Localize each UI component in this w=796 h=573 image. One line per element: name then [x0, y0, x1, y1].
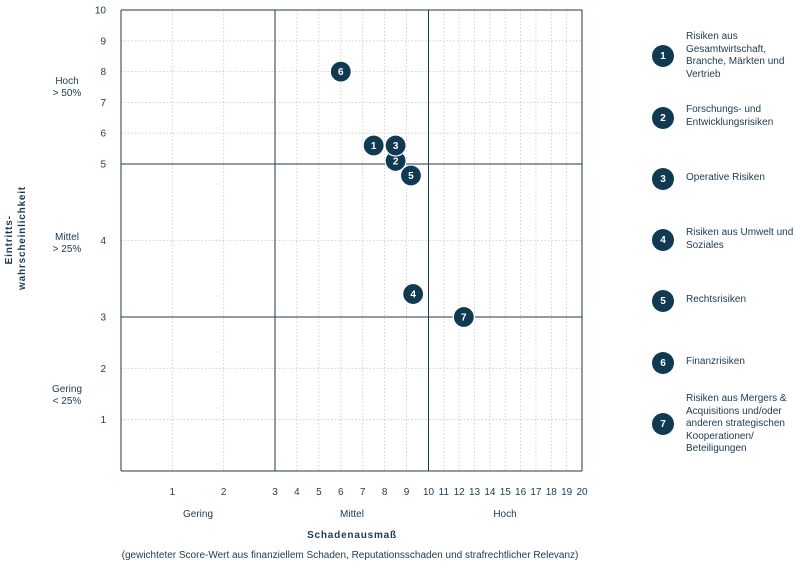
- x-tick-label: 10: [423, 487, 435, 498]
- x-tick-label: 1: [170, 487, 176, 498]
- x-tick-label: 16: [515, 487, 527, 498]
- y-tick-label: 2: [100, 364, 106, 375]
- x-tick-label: 13: [469, 487, 481, 498]
- data-point-label: 1: [371, 141, 377, 152]
- x-axis-title: Schadenausmaß: [307, 530, 397, 541]
- x-tick-label: 9: [404, 487, 410, 498]
- legend-item: 7 Risiken aus Mergers & Acquisitions und…: [652, 393, 794, 456]
- y-band-label-line-1: Mittel: [55, 232, 79, 243]
- legend-item: 1 Risiken aus Gesamtwirtschaft, Branche,…: [652, 31, 794, 81]
- legend-marker: 4: [652, 229, 674, 251]
- legend-marker: 2: [652, 107, 674, 129]
- y-tick-label: 7: [100, 98, 106, 109]
- x-band-label: Mittel: [340, 509, 364, 520]
- y-tick-label: 5: [100, 160, 106, 171]
- risk-matrix-chart: 1 2 3 4 5 6 7 8 9 10 11 12 13 14 15 16 17 18 19 20 12345678…: [4, 6, 588, 562]
- data-point-marker: [329, 60, 352, 83]
- legend-marker: 3: [652, 168, 674, 190]
- y-tick-label: 10: [95, 6, 107, 17]
- y-axis-title-line-2: wahrscheinlichkeit: [17, 186, 28, 291]
- x-tick-label: 15: [500, 487, 512, 498]
- x-tick-label: 11: [439, 487, 450, 498]
- y-tick-label: 9: [100, 36, 106, 47]
- data-point-label: 4: [410, 290, 416, 301]
- x-tick-label: 3: [272, 487, 278, 498]
- x-tick-label: 19: [561, 487, 573, 498]
- data-points: 1 2 3 4 5 6 7: [329, 60, 475, 329]
- y-tick-labels: 1 2 3 4 5 6 7 8 9 10: [95, 6, 107, 427]
- data-point-label: 3: [393, 141, 399, 152]
- x-tick-labels: 1 2 3 4 5 6 7 8 9 10 11 12 13 14 15 16 17 18 19 20: [170, 487, 588, 498]
- y-band-label-line-2: < 25%: [53, 396, 82, 407]
- y-tick-label: 3: [100, 313, 106, 324]
- x-tick-label: 12: [454, 487, 466, 498]
- data-point-marker: [399, 164, 423, 187]
- legend-marker: 7: [652, 413, 674, 435]
- legend-label: Operative Risiken: [686, 172, 765, 183]
- y-band-label-line-2: > 25%: [53, 244, 82, 255]
- x-tick-label: 6: [338, 487, 344, 498]
- x-tick-label: 4: [294, 487, 300, 498]
- legend-label: Finanzrisiken: [686, 356, 745, 367]
- legend-label: Risiken aus Umwelt und Soziales: [686, 227, 794, 251]
- x-tick-label: 18: [546, 487, 558, 498]
- y-band-label-line-1: Hoch: [55, 76, 78, 87]
- data-point-label: 7: [461, 313, 467, 324]
- data-point-label: 6: [338, 67, 344, 78]
- legend-marker: 6: [652, 352, 674, 374]
- legend-marker: 1: [652, 45, 674, 67]
- legend-item: 4 Risiken aus Umwelt und Soziales: [652, 227, 794, 252]
- x-tick-label: 17: [530, 487, 542, 498]
- x-band-label: Hoch: [493, 509, 516, 520]
- legend-item: 5 Rechtsrisiken: [652, 290, 794, 312]
- legend-item: 6 Finanzrisiken: [652, 352, 794, 374]
- y-axis-title: Eintritts- wahrscheinlichkeit: [4, 186, 28, 291]
- x-band-label: Gering: [183, 509, 213, 520]
- legend-label: Risiken aus Gesamtwirtschaft, Branche, M…: [686, 31, 785, 80]
- grid-lines: [121, 10, 582, 471]
- legend-item: 2 Forschungs- und Entwicklungsrisiken: [652, 104, 794, 129]
- x-tick-label: 2: [221, 487, 227, 498]
- axes: [120, 9, 583, 472]
- legend-item: 3 Operative Risiken: [652, 168, 794, 190]
- x-tick-label: 5: [316, 487, 322, 498]
- data-point-marker: [452, 305, 475, 329]
- x-tick-label: 8: [382, 487, 388, 498]
- data-point-label: 5: [408, 171, 414, 182]
- x-tick-label: 7: [360, 487, 366, 498]
- x-tick-label: 20: [576, 487, 588, 498]
- data-point-marker: [362, 134, 385, 157]
- x-axis-subtitle: (gewichteter Score-Wert aus finanziellem…: [122, 550, 579, 561]
- y-tick-label: 1: [100, 415, 106, 426]
- data-point-marker: [384, 134, 407, 157]
- x-tick-label: 14: [484, 487, 496, 498]
- data-point-label: 2: [393, 156, 399, 167]
- legend-marker: 5: [652, 290, 674, 312]
- legend-label: Risiken aus Mergers & Acquisitions und/o…: [686, 393, 787, 454]
- y-band-label-line-2: > 50%: [53, 88, 82, 99]
- y-axis-title-line-1: Eintritts-: [4, 215, 15, 264]
- data-point-marker: [402, 282, 425, 306]
- legend-label: Rechtsrisiken: [686, 294, 747, 305]
- y-tick-label: 6: [100, 129, 106, 140]
- legend-label: Forschungs- und Entwicklungsrisiken: [686, 104, 774, 128]
- y-tick-label: 8: [100, 67, 106, 78]
- y-tick-label: 4: [100, 236, 106, 247]
- y-band-label-line-1: Gering: [52, 384, 82, 395]
